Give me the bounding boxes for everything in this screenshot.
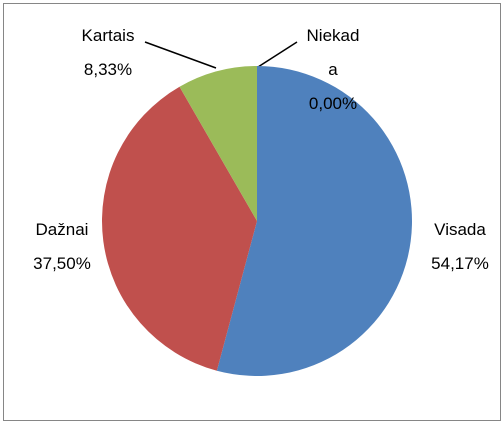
pie-slice bbox=[179, 66, 257, 221]
value-label: 0,00% bbox=[308, 94, 358, 113]
value-label: 54,17% bbox=[431, 254, 489, 273]
pie-slice bbox=[216, 66, 413, 376]
value-label: 8,33% bbox=[83, 60, 133, 79]
data-label: Dažnai 37,50% bbox=[17, 213, 107, 281]
pie-slice bbox=[102, 86, 258, 371]
data-label: Visada 54,17% bbox=[415, 213, 504, 281]
category-label: Dažnai bbox=[35, 220, 89, 239]
category-label: Visada bbox=[434, 220, 486, 239]
value-label: 37,50% bbox=[33, 254, 91, 273]
leader-line bbox=[257, 41, 298, 68]
leader-line bbox=[144, 41, 217, 69]
category-label: Kartais bbox=[81, 26, 135, 45]
category-label: Niekada bbox=[306, 26, 360, 79]
data-label: Kartais 8,33% bbox=[63, 19, 153, 87]
data-label: Niekada 0,00% bbox=[304, 19, 362, 121]
